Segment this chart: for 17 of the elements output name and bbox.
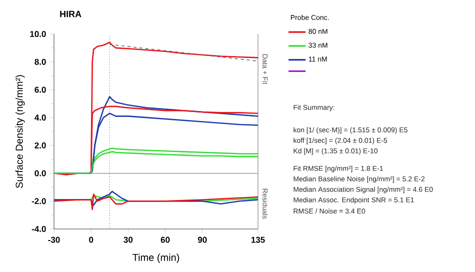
x-tick-label: 60 bbox=[160, 236, 170, 243]
x-axis-title: Time (min) bbox=[132, 254, 180, 263]
y-tick-label: -2.0 bbox=[32, 198, 46, 204]
y-tick-label: 8.0 bbox=[34, 58, 46, 65]
y-tick-label: 6.0 bbox=[34, 86, 46, 93]
x-tick-label: 135 bbox=[251, 236, 265, 243]
y-tick-label: -4.0 bbox=[32, 226, 46, 232]
x-tick-label: 0 bbox=[89, 236, 94, 243]
y-tick-label: 4.0 bbox=[34, 114, 46, 121]
x-tick-label: 90 bbox=[198, 236, 207, 243]
x-tick-label: 30 bbox=[124, 236, 133, 243]
x-tick-label: -30 bbox=[48, 236, 60, 243]
y-axis-title: Surface Density (ng/mm²) bbox=[15, 75, 25, 188]
y-tick-label: 2.0 bbox=[34, 142, 46, 148]
y-tick-label: 10.0 bbox=[30, 30, 46, 37]
y-tick-label: 0.0 bbox=[34, 170, 46, 176]
chart-title: HIRA bbox=[60, 10, 82, 18]
